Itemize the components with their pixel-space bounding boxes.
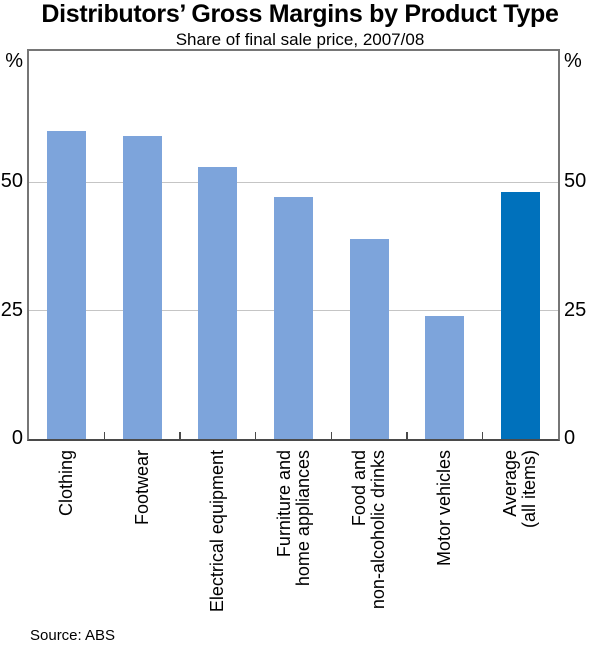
bar-average: [500, 192, 540, 439]
y-tick-label-right-50: 50: [564, 170, 587, 193]
x-axis-tick: [103, 432, 106, 439]
y-tick-label-right-25: 25: [564, 298, 587, 321]
y-tick-label-left-50: 50: [0, 170, 23, 193]
y-axis-unit-left: %: [5, 50, 23, 72]
bar-electrical-equipment: [198, 166, 238, 439]
source-note: Source: ABS: [30, 627, 116, 644]
plot-area: [27, 49, 560, 441]
y-tick-label-right-0: 0: [564, 427, 576, 449]
bar-furniture-and: [274, 197, 313, 439]
x-label-footwear: Footwear: [131, 450, 152, 526]
y-axis-unit-right: %: [564, 50, 582, 72]
x-axis-tick: [179, 432, 181, 439]
bar-motor-vehicles: [425, 315, 465, 439]
x-axis-tick: [330, 432, 333, 439]
bar-clothing: [47, 130, 87, 439]
y-tick-label-left-25: 25: [0, 298, 23, 321]
y-tick-label-left-0: 0: [11, 427, 23, 449]
x-label-average: Average (all items): [500, 450, 540, 529]
x-label-furniture-and: Furniture and home appliances: [273, 450, 313, 587]
chart-title: Distributors’ Gross Margins by Product T…: [41, 0, 559, 28]
x-label-motor-vehicles: Motor vehicles: [434, 450, 455, 567]
chart-subtitle: Share of final sale price, 2007/08: [175, 30, 425, 49]
x-label-food-and: Food and non-alcoholic drinks: [349, 450, 389, 610]
bar-food-and: [349, 238, 389, 439]
x-axis-tick: [406, 432, 408, 439]
x-axis-tick: [254, 432, 257, 439]
gridline-50: [29, 181, 558, 183]
x-label-clothing: Clothing: [56, 450, 77, 517]
bar-footwear: [122, 135, 162, 439]
x-label-electrical-equipment: Electrical equipment: [207, 450, 228, 613]
x-axis-tick: [481, 432, 484, 439]
